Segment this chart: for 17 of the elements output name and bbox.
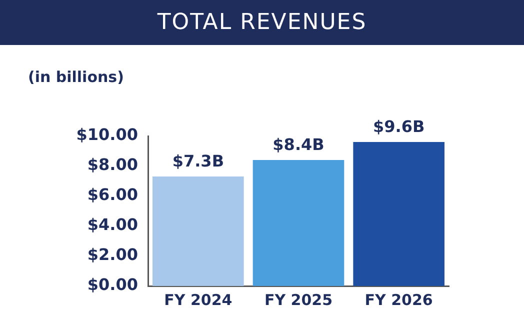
y-tick-label: $8.00 xyxy=(87,155,138,174)
data-label: $9.6B xyxy=(372,117,425,136)
y-axis-title: (in billions) xyxy=(28,68,124,86)
data-label: $8.4B xyxy=(272,135,324,154)
data-label: $7.3B xyxy=(172,152,224,171)
y-tick-label: $2.00 xyxy=(87,245,138,264)
y-tick-label: $0.00 xyxy=(87,275,138,294)
bar xyxy=(353,142,444,286)
y-tick-label: $6.00 xyxy=(87,185,138,204)
x-tick-label: FY 2025 xyxy=(264,290,333,309)
bar xyxy=(252,160,344,286)
x-tick-label: FY 2026 xyxy=(364,290,433,309)
y-tick-label: $4.00 xyxy=(87,215,138,234)
chart-title: TOTAL REVENUES xyxy=(0,0,524,45)
bar xyxy=(152,176,244,286)
y-tick-label: $10.00 xyxy=(76,125,138,144)
x-tick-label: FY 2024 xyxy=(164,290,232,309)
